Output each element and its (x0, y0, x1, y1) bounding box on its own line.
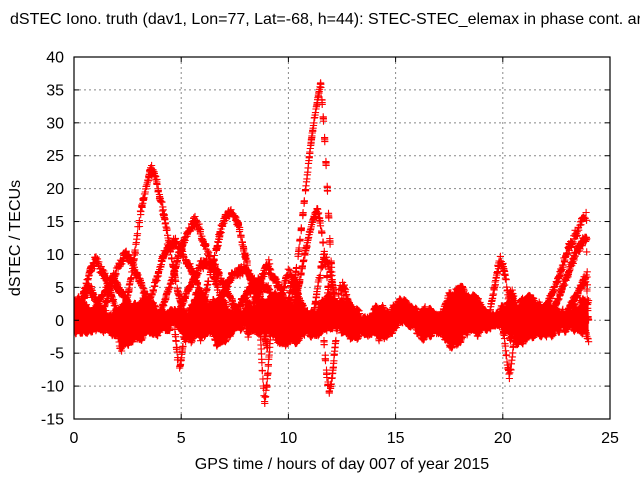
svg-text:40: 40 (46, 50, 64, 67)
svg-text:10: 10 (46, 247, 64, 264)
svg-text:25: 25 (46, 148, 64, 165)
svg-text:10: 10 (280, 430, 298, 447)
svg-text:5: 5 (177, 430, 186, 447)
svg-text:dSTEC / TECUs: dSTEC / TECUs (7, 180, 24, 296)
svg-text:0: 0 (55, 313, 64, 330)
svg-text:-15: -15 (41, 412, 64, 429)
svg-text:-10: -10 (41, 379, 64, 396)
svg-text:0: 0 (70, 430, 79, 447)
svg-text:5: 5 (55, 280, 64, 297)
svg-text:20: 20 (494, 430, 512, 447)
svg-text:30: 30 (46, 115, 64, 132)
svg-text:35: 35 (46, 82, 64, 99)
svg-text:15: 15 (387, 430, 405, 447)
svg-text:-5: -5 (50, 346, 64, 363)
svg-text:20: 20 (46, 181, 64, 198)
svg-text:GPS time / hours of day 007 of: GPS time / hours of day 007 of year 2015 (195, 456, 489, 473)
svg-text:dSTEC Iono. truth (dav1, Lon=7: dSTEC Iono. truth (dav1, Lon=77, Lat=-68… (10, 11, 640, 28)
svg-text:25: 25 (601, 430, 619, 447)
svg-text:15: 15 (46, 214, 64, 231)
